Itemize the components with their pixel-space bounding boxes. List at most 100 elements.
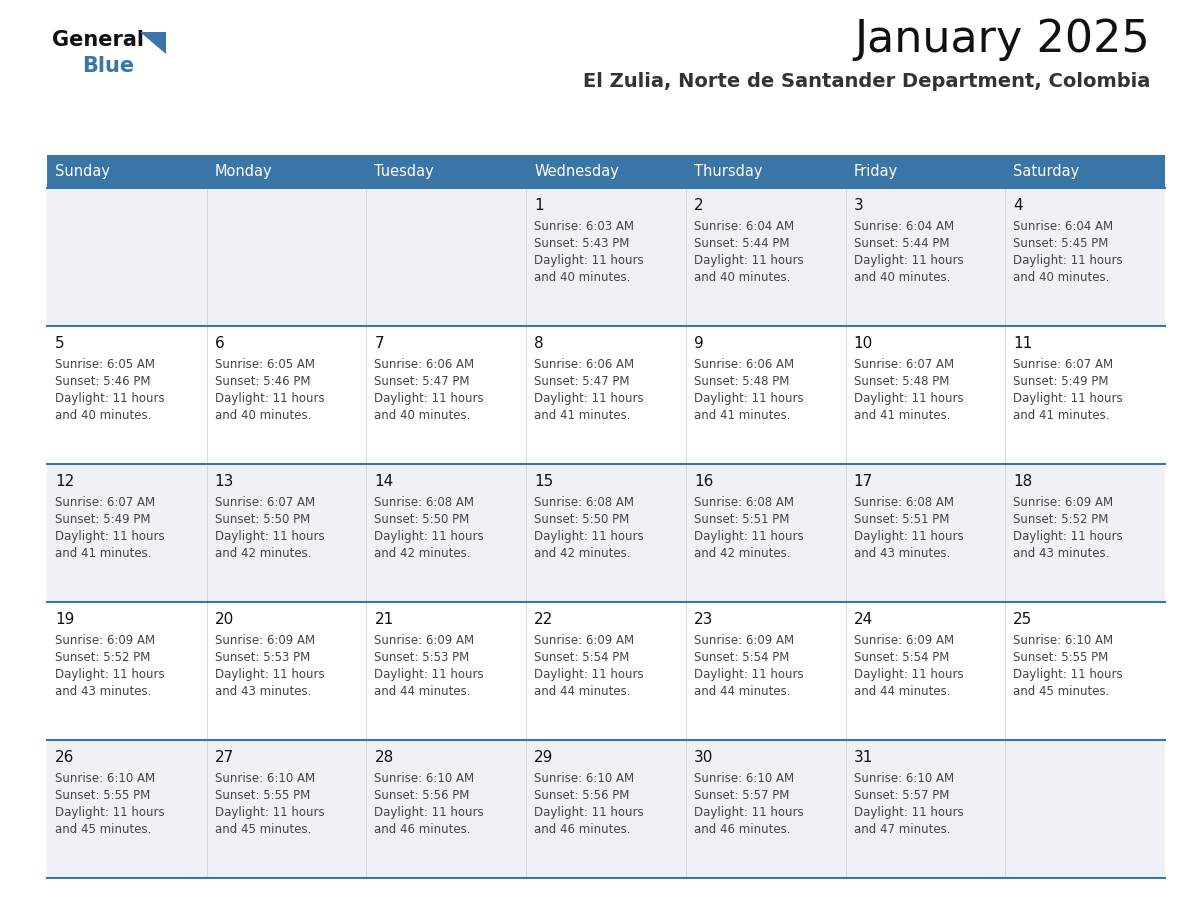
Text: and 41 minutes.: and 41 minutes. [1013,409,1110,422]
Text: 22: 22 [535,612,554,627]
Text: Sunrise: 6:10 AM: Sunrise: 6:10 AM [694,772,794,785]
Text: and 45 minutes.: and 45 minutes. [215,823,311,836]
Text: Daylight: 11 hours: Daylight: 11 hours [215,806,324,819]
Text: 4: 4 [1013,198,1023,213]
Text: Sunrise: 6:09 AM: Sunrise: 6:09 AM [535,634,634,647]
Bar [48,188,1165,326]
Text: Daylight: 11 hours: Daylight: 11 hours [535,392,644,405]
Text: 8: 8 [535,336,544,351]
Text: Sunrise: 6:10 AM: Sunrise: 6:10 AM [853,772,954,785]
Polygon shape [140,32,166,54]
Text: Daylight: 11 hours: Daylight: 11 hours [374,806,484,819]
Text: Monday: Monday [215,164,272,179]
Text: Thursday: Thursday [694,164,763,179]
Text: Sunset: 5:48 PM: Sunset: 5:48 PM [694,375,789,388]
Text: and 45 minutes.: and 45 minutes. [55,823,151,836]
Text: Sunrise: 6:10 AM: Sunrise: 6:10 AM [215,772,315,785]
Text: Sunrise: 6:05 AM: Sunrise: 6:05 AM [215,358,315,371]
Text: Sunset: 5:44 PM: Sunset: 5:44 PM [694,237,789,250]
Text: and 43 minutes.: and 43 minutes. [853,547,950,560]
Text: Sunrise: 6:07 AM: Sunrise: 6:07 AM [853,358,954,371]
Text: 18: 18 [1013,474,1032,489]
Text: Sunrise: 6:09 AM: Sunrise: 6:09 AM [853,634,954,647]
Text: and 46 minutes.: and 46 minutes. [694,823,790,836]
Text: Sunset: 5:44 PM: Sunset: 5:44 PM [853,237,949,250]
Text: Daylight: 11 hours: Daylight: 11 hours [55,668,165,681]
Text: Sunrise: 6:08 AM: Sunrise: 6:08 AM [694,496,794,509]
Bar [526,155,685,188]
Text: 3: 3 [853,198,864,213]
Text: 14: 14 [374,474,393,489]
Text: Daylight: 11 hours: Daylight: 11 hours [535,668,644,681]
Text: Sunrise: 6:10 AM: Sunrise: 6:10 AM [374,772,474,785]
Bar [366,155,526,188]
Text: Wednesday: Wednesday [535,164,619,179]
Text: 20: 20 [215,612,234,627]
Text: El Zulia, Norte de Santander Department, Colombia: El Zulia, Norte de Santander Department,… [582,72,1150,91]
Text: Daylight: 11 hours: Daylight: 11 hours [215,530,324,543]
Text: Sunrise: 6:09 AM: Sunrise: 6:09 AM [374,634,474,647]
Text: Sunrise: 6:06 AM: Sunrise: 6:06 AM [694,358,794,371]
Text: and 44 minutes.: and 44 minutes. [694,685,790,698]
Text: Sunrise: 6:10 AM: Sunrise: 6:10 AM [1013,634,1113,647]
Bar [48,155,207,188]
Bar [207,155,366,188]
Bar [685,155,846,188]
Text: Daylight: 11 hours: Daylight: 11 hours [853,530,963,543]
Text: Daylight: 11 hours: Daylight: 11 hours [55,392,165,405]
Text: and 47 minutes.: and 47 minutes. [853,823,950,836]
Text: and 41 minutes.: and 41 minutes. [55,547,152,560]
Text: Sunrise: 6:10 AM: Sunrise: 6:10 AM [55,772,156,785]
Text: Daylight: 11 hours: Daylight: 11 hours [55,530,165,543]
Text: 31: 31 [853,750,873,765]
Text: 9: 9 [694,336,703,351]
Text: Daylight: 11 hours: Daylight: 11 hours [694,530,803,543]
Bar [1005,155,1165,188]
Text: Daylight: 11 hours: Daylight: 11 hours [215,392,324,405]
Text: 6: 6 [215,336,225,351]
Text: 11: 11 [1013,336,1032,351]
Text: Tuesday: Tuesday [374,164,434,179]
Text: Sunrise: 6:09 AM: Sunrise: 6:09 AM [55,634,156,647]
Text: Sunset: 5:50 PM: Sunset: 5:50 PM [215,513,310,526]
Text: Sunset: 5:43 PM: Sunset: 5:43 PM [535,237,630,250]
Text: Sunset: 5:51 PM: Sunset: 5:51 PM [694,513,789,526]
Text: Sunset: 5:48 PM: Sunset: 5:48 PM [853,375,949,388]
Text: and 41 minutes.: and 41 minutes. [535,409,631,422]
Text: and 41 minutes.: and 41 minutes. [853,409,950,422]
Text: 23: 23 [694,612,713,627]
Text: Sunrise: 6:08 AM: Sunrise: 6:08 AM [374,496,474,509]
Text: 13: 13 [215,474,234,489]
Text: Daylight: 11 hours: Daylight: 11 hours [853,392,963,405]
Text: Sunrise: 6:07 AM: Sunrise: 6:07 AM [55,496,156,509]
Text: Sunset: 5:49 PM: Sunset: 5:49 PM [55,513,151,526]
Text: and 42 minutes.: and 42 minutes. [535,547,631,560]
Text: 21: 21 [374,612,393,627]
Text: Sunset: 5:54 PM: Sunset: 5:54 PM [694,651,789,664]
Text: Daylight: 11 hours: Daylight: 11 hours [55,806,165,819]
Text: Sunrise: 6:09 AM: Sunrise: 6:09 AM [694,634,794,647]
Text: Sunset: 5:56 PM: Sunset: 5:56 PM [374,789,469,802]
Text: Sunrise: 6:09 AM: Sunrise: 6:09 AM [1013,496,1113,509]
Text: January 2025: January 2025 [854,18,1150,61]
Text: Daylight: 11 hours: Daylight: 11 hours [535,806,644,819]
Text: 27: 27 [215,750,234,765]
Text: Sunset: 5:49 PM: Sunset: 5:49 PM [1013,375,1108,388]
Text: and 44 minutes.: and 44 minutes. [535,685,631,698]
Text: and 40 minutes.: and 40 minutes. [55,409,151,422]
Text: Daylight: 11 hours: Daylight: 11 hours [374,392,484,405]
Text: 10: 10 [853,336,873,351]
Bar [846,155,1005,188]
Text: Daylight: 11 hours: Daylight: 11 hours [374,530,484,543]
Text: Sunset: 5:53 PM: Sunset: 5:53 PM [215,651,310,664]
Text: and 42 minutes.: and 42 minutes. [215,547,311,560]
Text: Sunrise: 6:07 AM: Sunrise: 6:07 AM [215,496,315,509]
Text: Sunset: 5:52 PM: Sunset: 5:52 PM [55,651,151,664]
Text: 12: 12 [55,474,74,489]
Text: Sunrise: 6:06 AM: Sunrise: 6:06 AM [535,358,634,371]
Text: Daylight: 11 hours: Daylight: 11 hours [1013,392,1123,405]
Text: Sunrise: 6:08 AM: Sunrise: 6:08 AM [853,496,954,509]
Text: Daylight: 11 hours: Daylight: 11 hours [535,254,644,267]
Text: and 42 minutes.: and 42 minutes. [374,547,470,560]
Text: 26: 26 [55,750,75,765]
